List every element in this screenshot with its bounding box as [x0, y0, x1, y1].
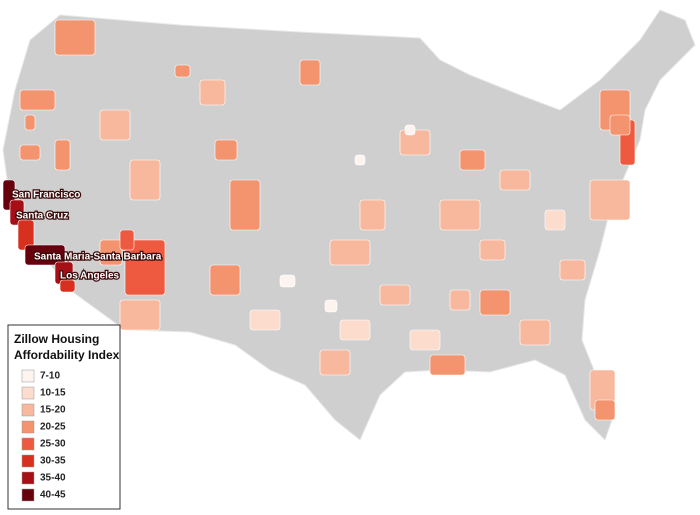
metro-area — [99, 239, 123, 266]
legend-swatch — [21, 369, 35, 383]
city-label: Santa Cruz — [16, 211, 68, 222]
metro-area — [499, 169, 531, 191]
metro-area — [429, 354, 466, 376]
legend-label: 25-30 — [40, 439, 66, 450]
legend-swatch — [21, 471, 35, 485]
legend-swatch — [21, 437, 35, 451]
legend-label: 20-25 — [40, 422, 66, 433]
legend-swatch — [21, 454, 35, 468]
metro-area — [544, 209, 566, 231]
metro-area — [24, 244, 66, 266]
metro-area — [59, 279, 76, 293]
metro-area — [324, 299, 338, 313]
metro-area — [559, 259, 586, 281]
metro-area — [249, 309, 281, 331]
metro-area — [214, 139, 238, 161]
metro-area — [319, 349, 351, 376]
legend-title: Affordability Index — [14, 348, 120, 362]
metro-area — [329, 239, 371, 266]
legend-label: 35-40 — [40, 473, 66, 484]
metro-area — [99, 109, 131, 141]
metro-area — [209, 264, 241, 296]
metro-area — [404, 124, 416, 136]
metro-area — [119, 299, 161, 331]
metro-area — [54, 19, 96, 56]
legend-label: 7-10 — [40, 371, 60, 382]
metro-area — [594, 399, 616, 421]
legend-swatch — [21, 420, 35, 434]
metro-area — [299, 59, 321, 86]
metro-area — [479, 289, 511, 316]
legend-swatch — [21, 403, 35, 417]
metro-area — [459, 149, 486, 171]
metro-area — [24, 114, 36, 131]
metro-area — [359, 199, 386, 231]
legend-label: 40-45 — [40, 490, 66, 501]
metro-area — [129, 159, 161, 201]
metro-area — [449, 289, 471, 311]
legend-swatch — [21, 386, 35, 400]
metro-area — [19, 144, 41, 161]
legend-title: Zillow Housing — [14, 332, 99, 346]
metro-area — [279, 274, 296, 288]
metro-area — [439, 199, 481, 231]
metro-area — [54, 139, 71, 171]
metro-area — [124, 239, 166, 296]
legend-label: 15-20 — [40, 405, 66, 416]
metro-area — [174, 64, 191, 78]
metro-area — [339, 319, 371, 341]
city-label: Santa Maria-Santa Barbara — [34, 252, 162, 263]
legend-label: 30-35 — [40, 456, 66, 467]
city-label: Los Angeles — [60, 271, 120, 282]
metro-area — [409, 329, 441, 351]
metro-area — [609, 114, 631, 136]
metro-area — [589, 179, 631, 221]
metro-area — [9, 199, 25, 226]
city-label: San Francisco — [12, 190, 80, 201]
metro-area — [519, 319, 551, 346]
metro-area — [199, 79, 226, 106]
metro-area — [229, 179, 261, 231]
metro-area — [379, 284, 411, 306]
legend-swatch — [21, 488, 35, 502]
metro-area — [354, 154, 366, 166]
metro-area — [19, 89, 56, 111]
metro-area — [119, 229, 135, 251]
legend-label: 10-15 — [40, 388, 66, 399]
metro-area — [399, 129, 431, 156]
metro-area — [479, 239, 506, 261]
